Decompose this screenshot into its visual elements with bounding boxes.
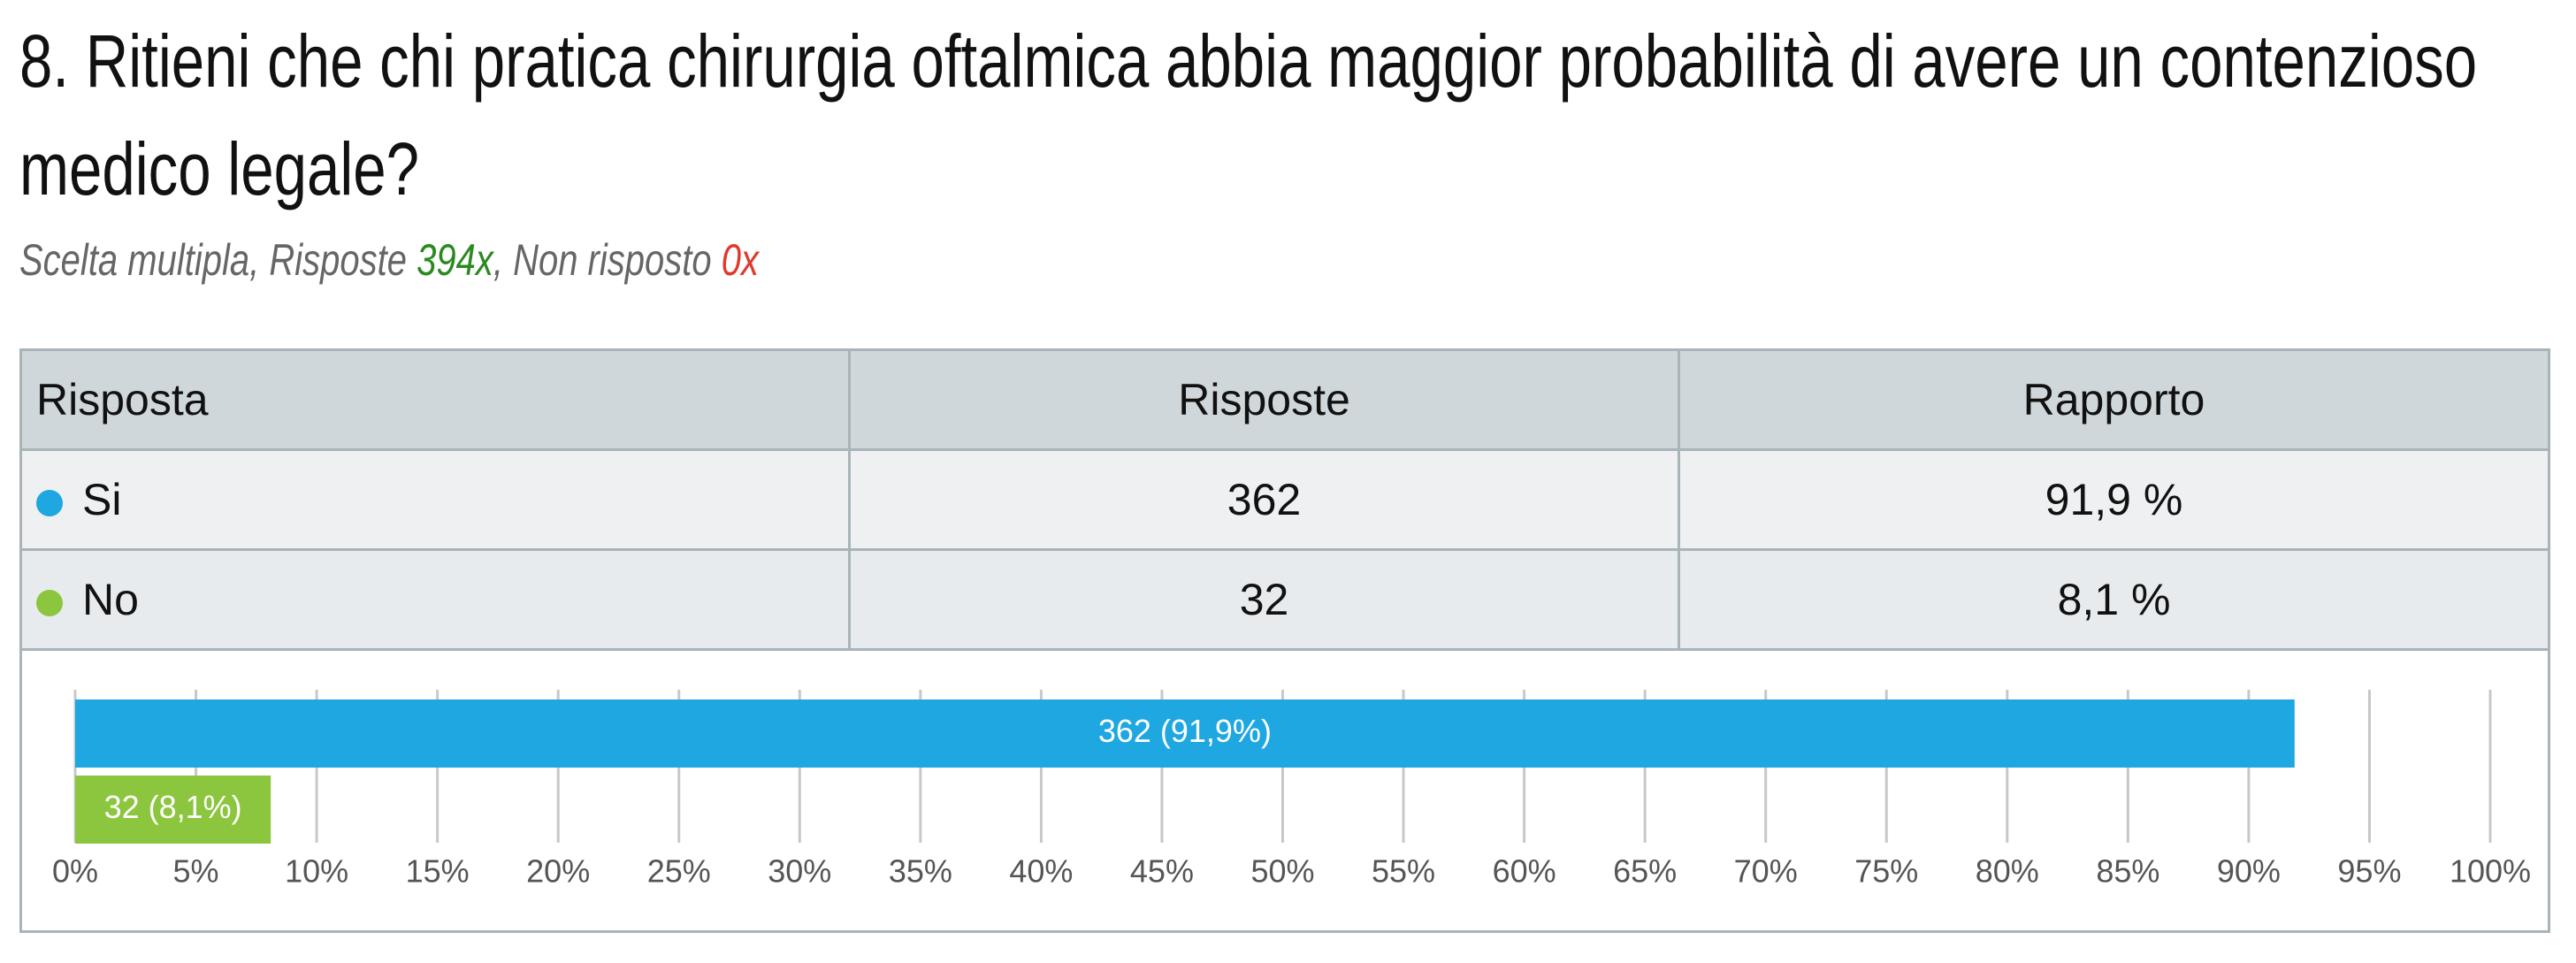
cell: 8,1 %	[1678, 548, 2550, 651]
column-header: Risposte	[848, 348, 1680, 451]
x-tick-label: 45%	[1130, 853, 1194, 890]
bar	[75, 699, 2295, 768]
x-tick-label: 55%	[1372, 853, 1435, 890]
chart-box: 0% 5% 10% 15% 20% 25% 30% 35% 40% 45% 50% 55% 60% 65%…	[19, 651, 2550, 933]
answer: Si	[82, 475, 122, 524]
x-tick-label: 90%	[2217, 853, 2281, 890]
row: Si 362 91,9 %	[19, 448, 2550, 551]
x-tick-label: 50%	[1250, 853, 1314, 890]
x-tick-label: 40%	[1009, 853, 1073, 890]
question-title: 8. Ritieni che chi pratica chirurgia oft…	[19, 19, 2478, 210]
x-tick-label: 100%	[2450, 853, 2531, 890]
x-tick-label: 75%	[1854, 853, 1918, 890]
legend-dot	[36, 589, 63, 616]
subtitle-text: Scelta multipla, Risposte	[19, 235, 417, 285]
answered-count: 394x	[417, 235, 493, 285]
x-tick-label: 35%	[889, 853, 952, 890]
row: No 32 8,1 %	[19, 548, 2550, 651]
x-tick-label: 95%	[2337, 853, 2401, 890]
bar-label: 362 (91,9%)	[1098, 713, 1272, 749]
x-tick-label: 70%	[1734, 853, 1798, 890]
x-tick-label: 25%	[647, 853, 711, 890]
cell: No	[19, 548, 851, 651]
legend-dot	[36, 489, 63, 516]
results-table: Risposta Risposte Rapporto Si 362 91,9 %…	[19, 348, 2550, 651]
chart: 0% 5% 10% 15% 20% 25% 30% 35% 40% 45% 50% 55% 60% 65%…	[52, 690, 2531, 890]
bar-label: 32 (8,1%)	[104, 789, 242, 825]
x-tick-label: 0%	[52, 853, 98, 890]
x-tick-label: 5%	[173, 853, 219, 890]
cell: Si	[19, 448, 851, 551]
x-tick-label: 60%	[1493, 853, 1556, 890]
column-header: Rapporto	[1678, 348, 2550, 451]
column-header: Risposta	[19, 348, 851, 451]
unanswered-count: 0x	[721, 235, 759, 285]
x-tick-label: 20%	[526, 853, 590, 890]
x-tick-label: 15%	[406, 853, 470, 890]
x-tick-label: 10%	[285, 853, 348, 890]
header-row: Risposta Risposte Rapporto	[19, 348, 2550, 451]
x-tick-label: 80%	[1976, 853, 2039, 890]
x-tick-label: 30%	[768, 853, 831, 890]
x-tick-label: 65%	[1613, 853, 1677, 890]
bar	[75, 776, 271, 844]
subtitle: Scelta multipla, Risposte 394x, Non risp…	[19, 234, 1434, 286]
cell: 362	[848, 448, 1680, 551]
cell: 32	[848, 548, 1680, 651]
subtitle-text: , Non risposto	[493, 235, 722, 285]
answer: No	[82, 575, 139, 624]
cell: 91,9 %	[1678, 448, 2550, 551]
x-tick-label: 85%	[2096, 853, 2159, 890]
